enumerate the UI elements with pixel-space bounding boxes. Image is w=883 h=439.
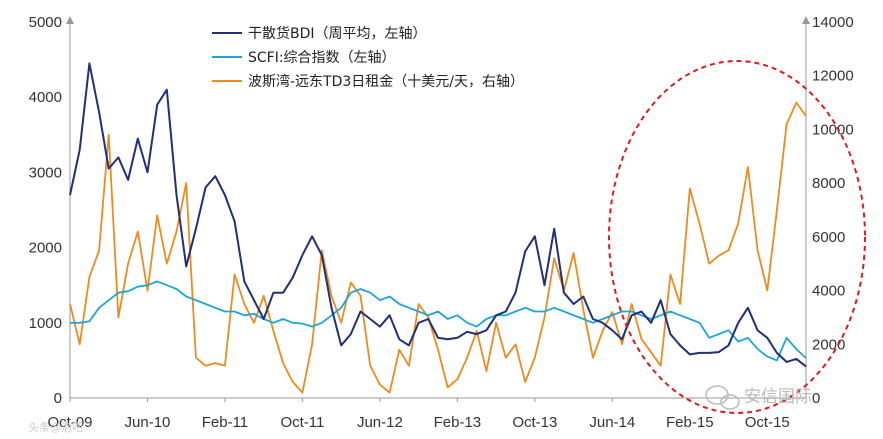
right-tick-label: 4000 <box>812 283 845 300</box>
right-tick-label: 2000 <box>812 336 845 353</box>
x-tick-label: Jun-14 <box>589 414 635 431</box>
watermark: 安信国际 头条@泡吧 <box>28 385 812 434</box>
right-tick-label: 12000 <box>812 68 854 85</box>
watermark-brand: 安信国际 <box>744 387 812 407</box>
left-tick-label: 5000 <box>29 14 62 31</box>
right-tick-label: 6000 <box>812 229 845 246</box>
x-tick-label: Oct-11 <box>280 414 324 431</box>
highlight-ellipse <box>608 60 866 414</box>
series-line-td3 <box>69 101 807 394</box>
x-tick-label: Jun-10 <box>125 414 171 431</box>
x-tick-label: Feb-15 <box>666 414 714 431</box>
left-tick-label: 0 <box>54 390 62 407</box>
x-tick-label: Oct-09 <box>47 414 92 431</box>
left-tick-label: 1000 <box>29 315 62 332</box>
x-tick-labels: Oct-09 Jun-10 Feb-11 Oct-11 Jun-12 Feb-13 Oct-… <box>47 398 790 431</box>
series-layer <box>69 62 807 394</box>
x-tick-label: Oct-13 <box>512 414 557 431</box>
x-tick-label: Oct-15 <box>745 414 790 431</box>
right-axis-arrow <box>802 16 810 24</box>
legend-label-bdi: 干散货BDI（周平均，左轴） <box>248 25 427 42</box>
legend-label-scfi: SCFI:综合指数（左轴） <box>248 50 396 66</box>
legend: 干散货BDI（周平均，左轴） SCFI:综合指数（左轴） 波斯湾-远东TD3日租… <box>212 25 524 90</box>
right-tick-label: 0 <box>812 390 820 407</box>
wechat-icon <box>705 385 740 410</box>
watermark-corner: 头条@泡吧 <box>28 420 83 434</box>
left-axis <box>66 16 74 398</box>
left-axis-arrow <box>66 16 74 24</box>
x-tick-label: Feb-11 <box>202 414 248 431</box>
right-tick-label: 10000 <box>812 121 854 138</box>
legend-label-td3: 波斯湾-远东TD3日租金（十美元/天，右轴） <box>248 73 524 90</box>
right-axis <box>802 16 810 398</box>
x-tick-label: Feb-13 <box>434 414 482 431</box>
left-tick-label: 3000 <box>29 164 62 181</box>
right-tick-labels: 0 2000 4000 6000 8000 10000 12000 14000 <box>812 14 854 407</box>
x-tick-label: Jun-12 <box>357 414 403 431</box>
right-tick-label: 14000 <box>812 14 854 31</box>
series-line-bdi <box>69 62 807 368</box>
series-line-scfi <box>70 280 807 362</box>
left-tick-label: 4000 <box>29 89 62 106</box>
left-tick-label: 2000 <box>29 240 62 257</box>
right-tick-label: 8000 <box>812 175 845 192</box>
left-tick-labels: 0 1000 2000 3000 4000 5000 <box>29 14 62 407</box>
